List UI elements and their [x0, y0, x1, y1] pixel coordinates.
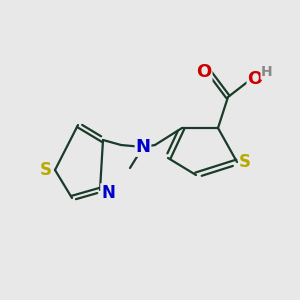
Text: H: H: [261, 65, 273, 79]
Text: S: S: [40, 161, 52, 179]
Text: O: O: [196, 63, 211, 81]
Text: O: O: [248, 70, 262, 88]
Text: N: N: [136, 138, 151, 156]
Text: S: S: [239, 153, 251, 171]
Text: N: N: [101, 184, 115, 202]
